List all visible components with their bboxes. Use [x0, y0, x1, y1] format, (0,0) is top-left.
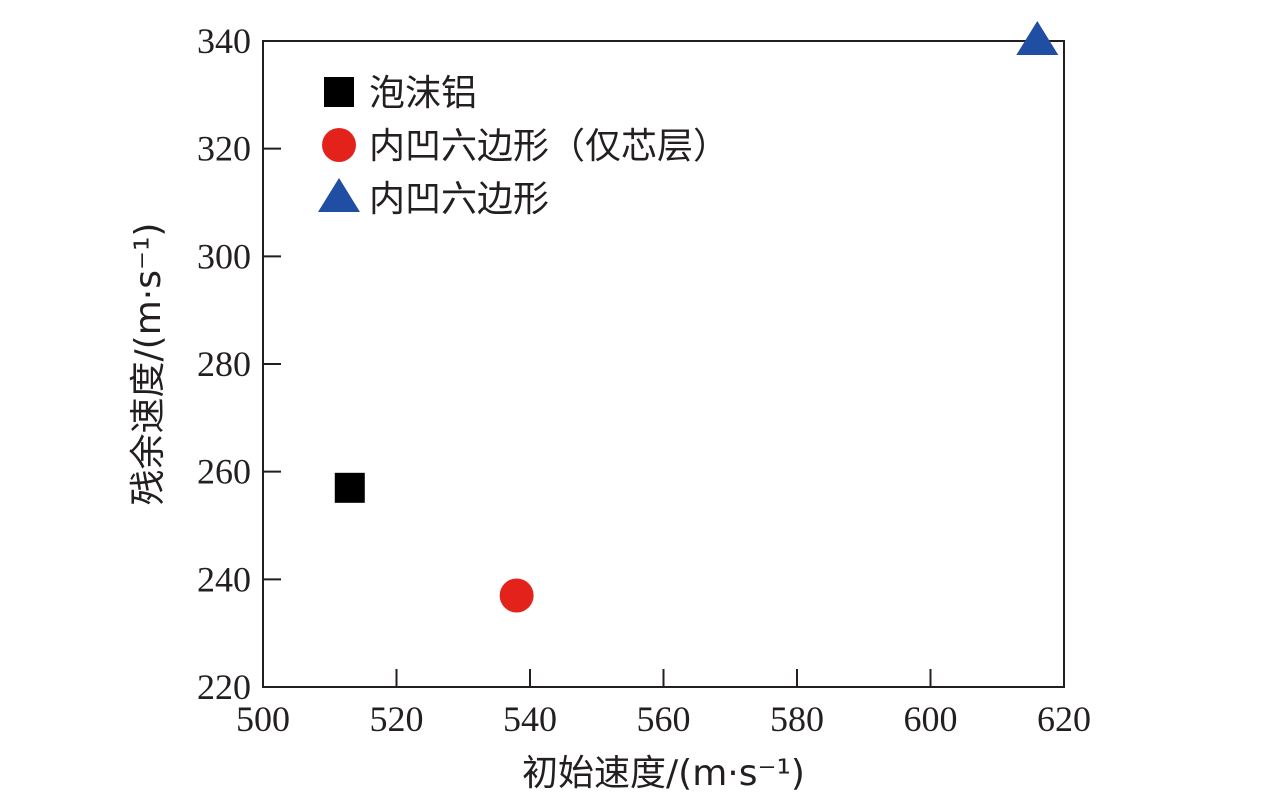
legend-marker-triangle [318, 178, 360, 212]
legend-marker-circle [322, 128, 356, 162]
legend-marker-square [324, 77, 354, 107]
x-tick-label: 500 [236, 699, 290, 739]
x-tick-label: 560 [637, 699, 691, 739]
data-point-square [334, 472, 365, 503]
legend-label: 内凹六边形 [369, 179, 549, 220]
y-tick-label: 320 [197, 129, 251, 169]
y-axis-title: 残余速度/(m·s⁻¹) [128, 223, 169, 506]
y-tick-label: 240 [197, 559, 251, 599]
legend-label: 泡沫铝 [369, 73, 477, 114]
x-tick-label: 580 [770, 699, 824, 739]
x-tick-label: 540 [503, 699, 557, 739]
data-markers [334, 21, 1059, 613]
y-tick-label: 340 [197, 21, 251, 61]
y-tick-label: 300 [197, 236, 251, 276]
x-axis-title: 初始速度/(m·s⁻¹) [522, 753, 805, 794]
x-tick-label: 620 [1037, 699, 1091, 739]
legend-label: 内凹六边形（仅芯层） [369, 126, 729, 167]
y-tick-label: 260 [197, 452, 251, 492]
data-point-circle [499, 578, 534, 613]
y-axis-ticks: 220 240 260 280 300 320 340 [197, 21, 281, 707]
x-tick-label: 520 [370, 699, 424, 739]
data-point-triangle [1016, 21, 1059, 55]
y-tick-label: 220 [197, 667, 251, 707]
y-tick-label: 280 [197, 344, 251, 384]
x-axis-ticks: 500 520 540 560 580 600 620 [236, 669, 1091, 739]
x-tick-label: 600 [904, 699, 958, 739]
